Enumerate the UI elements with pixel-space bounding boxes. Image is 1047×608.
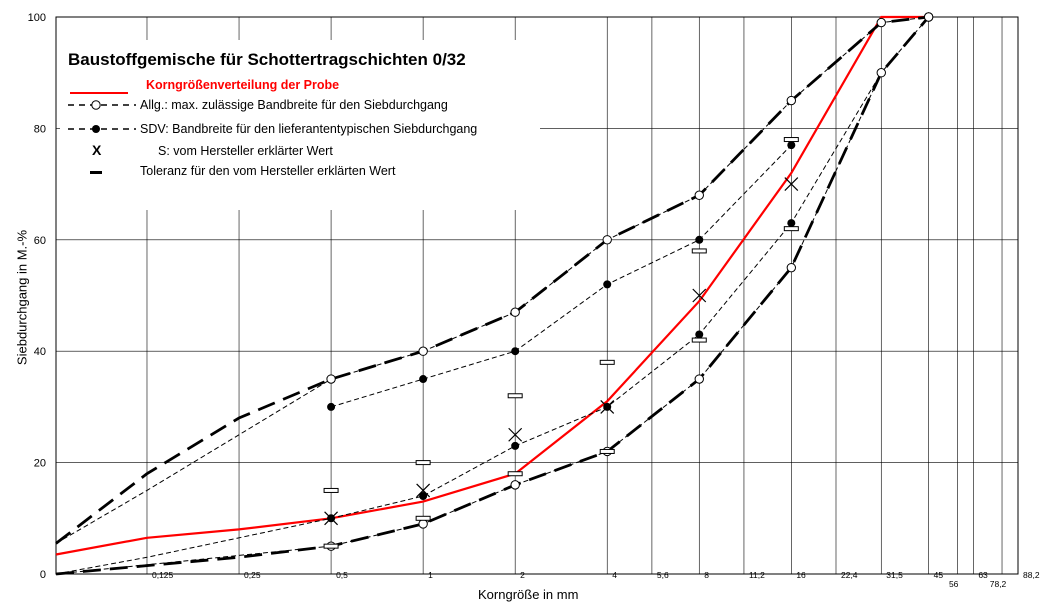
filled-circle-marker — [603, 280, 612, 289]
tolerance-mark — [323, 487, 339, 493]
declared-value-x-marker — [324, 511, 339, 526]
open-circle-marker — [876, 68, 886, 78]
open-circle-marker — [694, 190, 704, 200]
series-line-4 — [330, 144, 792, 408]
legend-item-sdv: SDV: Bandbreite für den lieferantentypis… — [140, 122, 477, 136]
legend-x-icon: X — [92, 142, 102, 158]
legend-tolerance-dash-icon — [90, 171, 102, 174]
x-tick-label: 4 — [612, 570, 617, 580]
x-tick-label: 5,6 — [657, 570, 669, 580]
open-circle-marker — [786, 262, 797, 273]
x-tick-label: 78,2 — [990, 579, 1007, 589]
open-circle-marker — [418, 346, 428, 356]
x-tick-label: 11,2 — [749, 570, 765, 580]
y-tick-label: 80 — [34, 123, 46, 135]
tolerance-mark — [691, 337, 707, 343]
legend-label-sample: Korngrößenverteilung der Probe — [146, 78, 340, 92]
x-tick-label: 0,125 — [152, 570, 174, 580]
legend-label-allg: Allg.: max. zulässige Bandbreite für den… — [140, 98, 448, 112]
open-circle-marker — [876, 17, 886, 28]
x-tick-label: 0,5 — [336, 570, 348, 580]
x-tick-label: 1 — [428, 570, 433, 580]
y-tick-label: 40 — [34, 346, 46, 358]
open-circle-marker — [694, 374, 704, 384]
x-tick-label: 16 — [796, 570, 806, 580]
x-tick-label: 63 — [978, 570, 988, 580]
y-tick-label: 20 — [34, 458, 46, 470]
chart-title: Baustoffgemische für Schottertragschicht… — [68, 50, 466, 69]
series-line-2 — [55, 16, 929, 544]
tolerance-mark — [599, 448, 615, 454]
tolerance-mark — [783, 226, 799, 232]
legend-item-sample: Korngrößenverteilung der Probe — [146, 78, 339, 92]
tolerance-mark — [507, 393, 523, 399]
filled-circle-marker — [327, 402, 336, 411]
x-tick-label: 2 — [520, 570, 525, 580]
tolerance-mark — [415, 515, 431, 521]
declared-value-x-marker — [692, 288, 707, 303]
declared-value-x-marker — [784, 177, 799, 192]
tolerance-mark — [691, 248, 707, 254]
legend-dashed-filled-circle-icon — [68, 125, 136, 133]
open-circle-marker — [326, 374, 336, 384]
legend-item-declared: S: vom Hersteller erklärter Wert — [158, 144, 333, 158]
filled-circle-marker — [695, 235, 704, 244]
filled-circle-marker — [419, 492, 428, 501]
open-circle-marker — [786, 95, 797, 106]
filled-circle-marker — [787, 141, 796, 150]
x-tick-label: 56 — [949, 579, 959, 589]
filled-circle-marker — [419, 375, 428, 384]
legend-label-tolerance: Toleranz für den vom Hersteller erklärte… — [140, 164, 396, 178]
filled-circle-marker — [695, 330, 704, 339]
legend-label-declared: S: vom Hersteller erklärter Wert — [158, 144, 333, 158]
legend-dashed-open-circle-icon — [68, 100, 136, 110]
tolerance-mark — [507, 471, 523, 477]
open-circle-marker — [418, 519, 428, 529]
y-tick-label: 0 — [40, 569, 46, 581]
open-circle-marker — [510, 480, 520, 490]
declared-value-x-marker — [508, 427, 523, 442]
declared-value-x-marker — [600, 399, 615, 414]
filled-circle-marker — [511, 441, 520, 450]
y-axis-title: Siebdurchgang in M.-% — [14, 229, 30, 366]
x-tick-label: 22,4 — [841, 570, 858, 580]
open-circle-marker — [923, 12, 934, 22]
x-tick-label: 45 — [934, 570, 944, 580]
filled-circle-marker — [787, 219, 796, 228]
tolerance-mark — [783, 137, 799, 143]
declared-value-x-marker — [416, 483, 431, 498]
y-tick-label: 100 — [28, 12, 46, 24]
open-circle-marker — [510, 307, 520, 317]
tolerance-mark — [415, 460, 431, 466]
open-circle-marker — [602, 235, 612, 245]
tolerance-mark — [599, 359, 615, 365]
legend-label-sdv: SDV: Bandbreite für den lieferantentypis… — [140, 122, 478, 136]
legend-item-allg: Allg.: max. zulässige Bandbreite für den… — [140, 98, 448, 112]
x-tick-label: 88,2 — [1023, 570, 1040, 580]
y-tick-label: 60 — [34, 235, 46, 247]
x-axis-title: Korngröße in mm — [478, 587, 579, 602]
filled-circle-marker — [511, 347, 520, 356]
legend-item-tolerance: Toleranz für den vom Hersteller erklärte… — [140, 164, 395, 178]
x-tick-label: 31,5 — [886, 570, 903, 580]
legend: Baustoffgemische für Schottertragschicht… — [60, 40, 540, 210]
x-tick-label: 0,25 — [244, 570, 261, 580]
tolerance-mark — [323, 543, 339, 549]
x-tick-label: 8 — [704, 570, 709, 580]
legend-red-line-icon — [70, 92, 128, 94]
plot-frame — [55, 16, 1019, 575]
